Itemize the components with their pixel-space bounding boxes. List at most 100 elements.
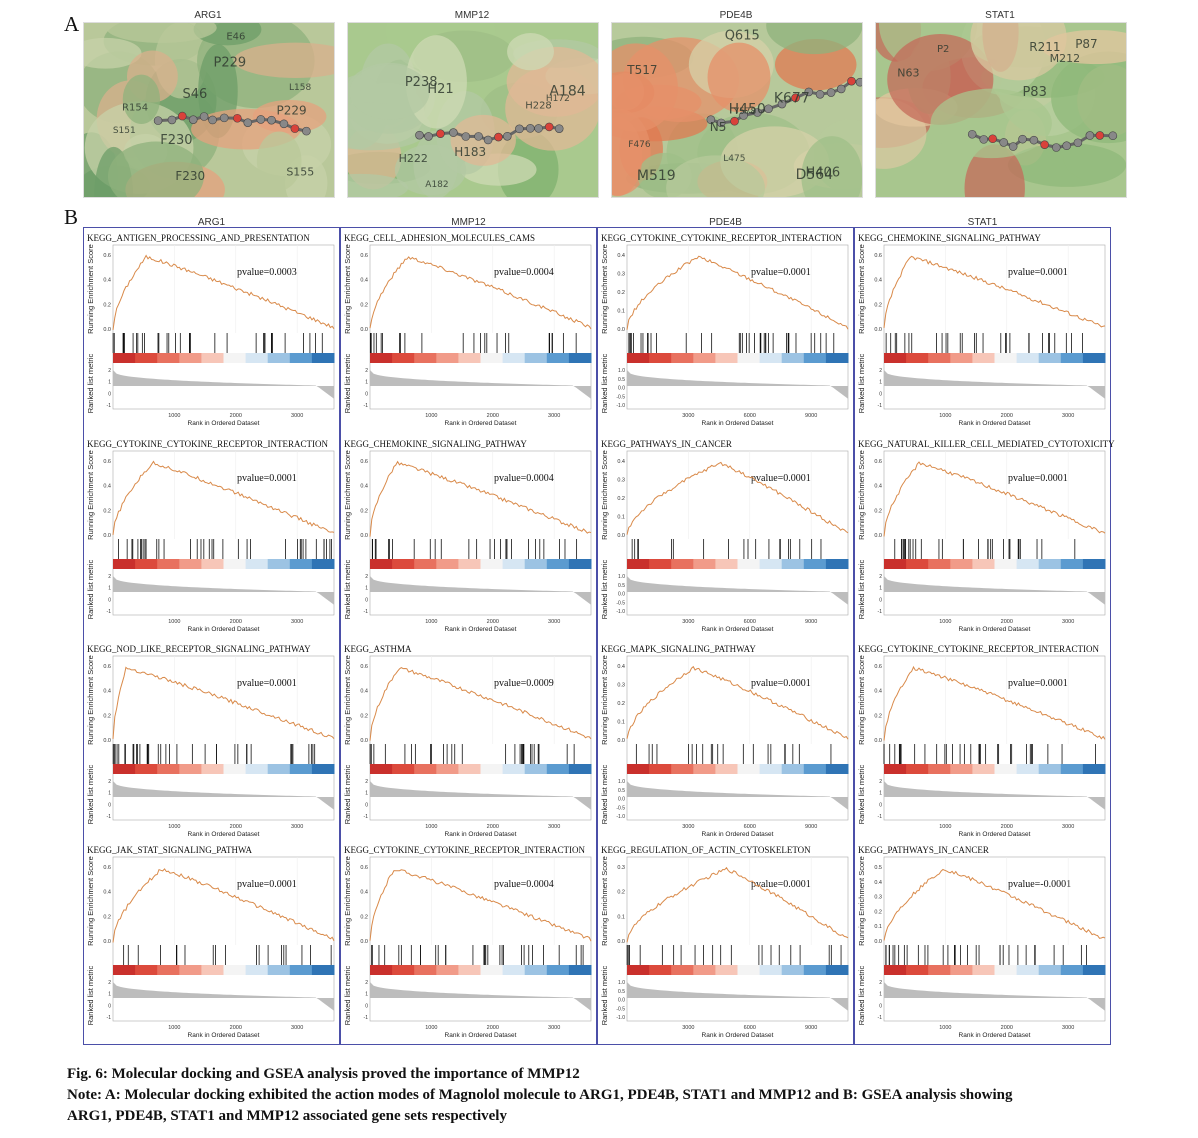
residue-label: P229 — [277, 104, 307, 118]
residue-label: K677 — [774, 90, 810, 106]
es-tick-label: 0.0 — [874, 738, 882, 744]
es-axis-label: Running Enrichment Score — [600, 655, 609, 745]
metric-axis-label: Ranked list metric — [86, 353, 95, 413]
es-tick-label: 0.0 — [874, 327, 882, 333]
x-tick-label: 1000 — [939, 824, 951, 830]
gene-set-name: KEGG_CHEMOKINE_SIGNALING_PATHWAY — [858, 233, 1041, 243]
docking-image-stat1: P83 P87 M212 R211 N63 P2 — [875, 22, 1127, 198]
pvalue-label: pvalue=0.0001 — [1008, 473, 1068, 484]
es-tick-label: 0.0 — [617, 533, 625, 539]
residue-label: H228 — [525, 101, 552, 112]
residue-label: Y578 — [733, 107, 757, 117]
residue-label: N5 — [710, 120, 727, 134]
es-curve — [626, 665, 849, 740]
metric-tick-label: 2 — [365, 574, 368, 580]
metric-axis-label: Ranked list metric — [600, 353, 609, 413]
metric-tick-label: 1 — [365, 586, 368, 592]
es-axis-label: Running Enrichment Score — [343, 856, 352, 946]
metric-tick-label: 0.5 — [618, 989, 625, 995]
ranked-metric-area — [113, 781, 334, 810]
es-tick-label: 0.1 — [617, 309, 625, 315]
pvalue-label: pvalue=0.0001 — [1008, 267, 1068, 278]
pvalue-label: pvalue=0.0009 — [494, 678, 554, 689]
x-tick-label: 9000 — [805, 1025, 817, 1031]
x-tick-label: 6000 — [744, 1025, 756, 1031]
es-curve — [883, 868, 1106, 941]
es-tick-label: 0.4 — [617, 253, 625, 259]
metric-tick-label: 1 — [108, 586, 111, 592]
es-axis-label: Running Enrichment Score — [600, 244, 609, 334]
es-tick-label: 0.1 — [617, 515, 625, 521]
gsea-plot: KEGG_CYTOKINE_CYTOKINE_RECEPTOR_INTERACT… — [600, 233, 855, 433]
x-axis-label: Rank in Ordered Dataset — [959, 626, 1031, 633]
panel-b-label: B — [64, 205, 79, 229]
es-tick-label: 0.6 — [360, 664, 368, 670]
es-tick-label: 0.0 — [360, 738, 368, 744]
metric-tick-label: 1 — [365, 380, 368, 386]
metric-tick-label: 0 — [365, 1003, 368, 1009]
gene-set-name: KEGG_PATHWAYS_IN_CANCER — [601, 439, 732, 449]
metric-tick-label: 1 — [108, 791, 111, 797]
es-curve — [883, 461, 1106, 537]
metric-tick-label: 0 — [108, 391, 111, 397]
panel-a-label: A — [64, 12, 80, 36]
metric-tick-label: 0.5 — [618, 788, 625, 794]
es-tick-label: 0.6 — [874, 253, 882, 259]
es-curve — [626, 866, 849, 943]
x-tick-label: 3000 — [548, 619, 560, 625]
ranked-metric-area — [370, 781, 591, 810]
es-curve — [369, 869, 592, 942]
metric-axis-label: Ranked list metric — [86, 965, 95, 1025]
residue-label: M519 — [637, 168, 676, 184]
es-axis-label: Running Enrichment Score — [857, 655, 866, 745]
residue-label: M212 — [1050, 52, 1081, 65]
x-tick-label: 9000 — [805, 824, 817, 830]
ranked-metric-area — [370, 982, 591, 1011]
x-tick-label: 6000 — [744, 619, 756, 625]
es-tick-label: 0.3 — [617, 272, 625, 278]
pvalue-label: pvalue=0.0001 — [1008, 678, 1068, 689]
metric-tick-label: -1 — [107, 1015, 112, 1021]
gene-set-name: KEGG_CYTOKINE_CYTOKINE_RECEPTOR_INTERACT… — [601, 233, 842, 243]
metric-tick-label: 0 — [879, 802, 882, 808]
metric-tick-label: -1.0 — [616, 814, 625, 820]
metric-axis-label: Ranked list metric — [857, 353, 866, 413]
gene-set-name: KEGG_CYTOKINE_CYTOKINE_RECEPTOR_INTERACT… — [344, 845, 585, 855]
pvalue-label: pvalue=0.0001 — [237, 473, 297, 484]
ranked-metric-area — [370, 370, 591, 399]
es-tick-label: 0.0 — [360, 327, 368, 333]
x-tick-label: 1000 — [168, 1025, 180, 1031]
es-tick-label: 0.4 — [360, 689, 368, 695]
x-axis-label: Rank in Ordered Dataset — [445, 1032, 517, 1039]
metric-tick-label: 2 — [879, 368, 882, 374]
residue-label: P83 — [1022, 85, 1046, 100]
metric-tick-label: 2 — [108, 779, 111, 785]
ranked-metric-area — [884, 982, 1105, 1011]
x-tick-label: 3000 — [682, 824, 694, 830]
es-curve — [883, 665, 1106, 741]
es-tick-label: 0.0 — [103, 939, 111, 945]
gene-set-name: KEGG_MAPK_SIGNALING_PATHWAY — [601, 644, 756, 654]
metric-tick-label: 0 — [108, 802, 111, 808]
metric-axis-label: Ranked list metric — [600, 764, 609, 824]
metric-tick-label: 2 — [879, 779, 882, 785]
caption-note-line1: Note: A: Molecular docking exhibited the… — [67, 1087, 1013, 1103]
es-axis-label: Running Enrichment Score — [857, 856, 866, 946]
es-tick-label: 0.0 — [103, 327, 111, 333]
residue-label: F476 — [628, 140, 651, 150]
residue-label: H172 — [546, 94, 570, 104]
es-tick-label: 0.6 — [360, 459, 368, 465]
gsea-plot: KEGG_CYTOKINE_CYTOKINE_RECEPTOR_INTERACT… — [857, 644, 1112, 844]
es-axis-label: Running Enrichment Score — [86, 244, 95, 334]
residue-label: L158 — [289, 83, 311, 93]
metric-tick-label: 1 — [879, 380, 882, 386]
es-tick-label: 0.4 — [103, 484, 111, 490]
metric-tick-label: 1 — [365, 992, 368, 998]
metric-tick-label: 0.5 — [618, 583, 625, 589]
residue-label: R211 — [1029, 40, 1060, 54]
gsea-plot: KEGG_ANTIGEN_PROCESSING_AND_PRESENTATION… — [86, 233, 341, 433]
metric-tick-label: 2 — [879, 980, 882, 986]
es-tick-label: 0.4 — [874, 278, 882, 284]
metric-tick-label: 1.0 — [618, 779, 625, 785]
es-axis-label: Running Enrichment Score — [343, 244, 352, 334]
